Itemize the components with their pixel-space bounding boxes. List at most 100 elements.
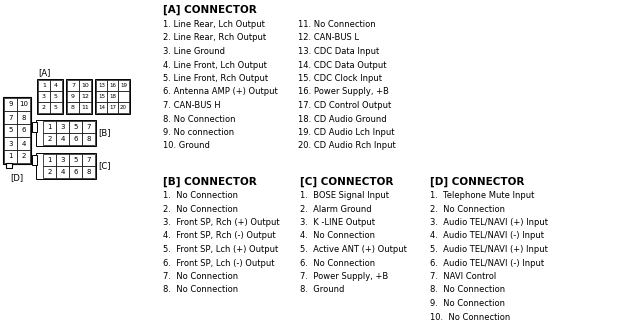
Text: [C] CONNECTOR: [C] CONNECTOR [300,177,394,187]
Text: 1: 1 [42,83,46,88]
Text: 11. No Connection: 11. No Connection [298,20,376,29]
Text: 17. CD Control Output: 17. CD Control Output [298,101,391,110]
Bar [4,137,17,150]
Bar [95,79,130,114]
Text: 2.  No Connection: 2. No Connection [163,204,238,213]
Text: [A]: [A] [38,68,51,77]
Bar [69,154,82,166]
Bar [4,150,17,163]
Bar [107,91,118,102]
Text: 16: 16 [109,83,116,88]
Text: 8: 8 [86,136,91,142]
Text: 2. Line Rear, Rch Output: 2. Line Rear, Rch Output [163,33,266,42]
Text: 4.  Front SP, Rch (-) Output: 4. Front SP, Rch (-) Output [163,231,276,240]
Text: 7: 7 [86,124,91,130]
Text: 1: 1 [48,124,52,130]
Text: 1.  Telephone Mute Input: 1. Telephone Mute Input [430,191,534,200]
Bar [38,80,50,91]
Text: 20. CD Audio Rch Input: 20. CD Audio Rch Input [298,142,395,151]
Text: 3: 3 [42,94,46,99]
Text: 1: 1 [8,153,13,160]
Text: [C]: [C] [98,161,110,170]
Text: 2: 2 [48,136,52,142]
Text: 5.  Front SP, Lch (+) Output: 5. Front SP, Lch (+) Output [163,245,278,254]
Bar [79,102,91,113]
Text: 14. CDC Data Output: 14. CDC Data Output [298,60,386,70]
Text: 5: 5 [54,105,58,110]
Text: 6.  Front SP, Lch (-) Output: 6. Front SP, Lch (-) Output [163,258,275,267]
Bar [96,91,107,102]
Text: 5: 5 [54,94,58,99]
Bar [50,102,62,113]
Bar [66,79,92,114]
Bar [17,111,30,124]
Bar [6,163,12,168]
Bar [3,97,31,164]
Text: 9: 9 [71,94,75,99]
Bar [56,133,69,145]
Text: 2.  No Connection: 2. No Connection [430,204,505,213]
Bar [56,121,69,133]
Bar [118,91,129,102]
Bar [67,102,79,113]
Text: 14: 14 [98,105,105,110]
Text: 8. No Connection: 8. No Connection [163,115,236,124]
Text: 3.  K -LINE Output: 3. K -LINE Output [300,218,375,227]
Text: [D]: [D] [10,173,23,182]
Bar [69,133,82,145]
Text: 2: 2 [48,169,52,175]
Text: 8: 8 [71,105,75,110]
Bar [82,154,95,166]
Text: 10: 10 [19,101,28,108]
Text: 4.  Audio TEL/NAVI (-) Input: 4. Audio TEL/NAVI (-) Input [430,231,544,240]
Text: 10.  No Connection: 10. No Connection [430,313,510,321]
Text: 8: 8 [21,115,26,120]
Bar [17,98,30,111]
Text: 7.  NAVI Control: 7. NAVI Control [430,272,496,281]
Text: 15: 15 [98,94,105,99]
Text: 8.  Ground: 8. Ground [300,285,344,294]
Bar [4,111,17,124]
Text: 5: 5 [73,124,78,130]
Text: 8.  No Connection: 8. No Connection [163,285,238,294]
Text: 9: 9 [8,101,13,108]
Text: 6: 6 [73,169,78,175]
Bar [17,124,30,137]
Bar [107,80,118,91]
Text: 10. Ground: 10. Ground [163,142,210,151]
Bar [32,122,37,132]
Text: 6: 6 [21,127,26,134]
Text: [B]: [B] [98,128,110,137]
Text: 1.  BOSE Signal Input: 1. BOSE Signal Input [300,191,389,200]
Text: 1: 1 [48,157,52,163]
Bar [38,102,50,113]
Text: 4. Line Front, Lch Output: 4. Line Front, Lch Output [163,60,267,70]
Text: 3: 3 [60,157,65,163]
Bar [96,80,107,91]
Text: [B] CONNECTOR: [B] CONNECTOR [163,177,257,187]
Bar [17,137,30,150]
Text: 6: 6 [73,136,78,142]
Bar [118,102,129,113]
Bar [69,166,82,178]
Text: 7. CAN-BUS H: 7. CAN-BUS H [163,101,221,110]
Text: [D] CONNECTOR: [D] CONNECTOR [430,177,524,187]
Text: 10: 10 [81,83,89,88]
Text: 6.  No Connection: 6. No Connection [300,258,375,267]
Text: 3: 3 [8,141,13,146]
Text: 2: 2 [22,153,26,160]
Bar [43,133,56,145]
Bar [50,80,62,91]
Text: 12. CAN-BUS L: 12. CAN-BUS L [298,33,359,42]
Text: 15. CDC Clock Input: 15. CDC Clock Input [298,74,382,83]
Bar [43,166,56,178]
Bar [43,154,56,166]
Text: 8.  No Connection: 8. No Connection [430,285,505,294]
Text: 19. CD Audio Lch Input: 19. CD Audio Lch Input [298,128,394,137]
Text: 7.  No Connection: 7. No Connection [163,272,238,281]
Bar [4,98,17,111]
Text: 7: 7 [71,83,75,88]
Bar [118,80,129,91]
Text: 5: 5 [73,157,78,163]
Text: 5. Line Front, Rch Output: 5. Line Front, Rch Output [163,74,268,83]
